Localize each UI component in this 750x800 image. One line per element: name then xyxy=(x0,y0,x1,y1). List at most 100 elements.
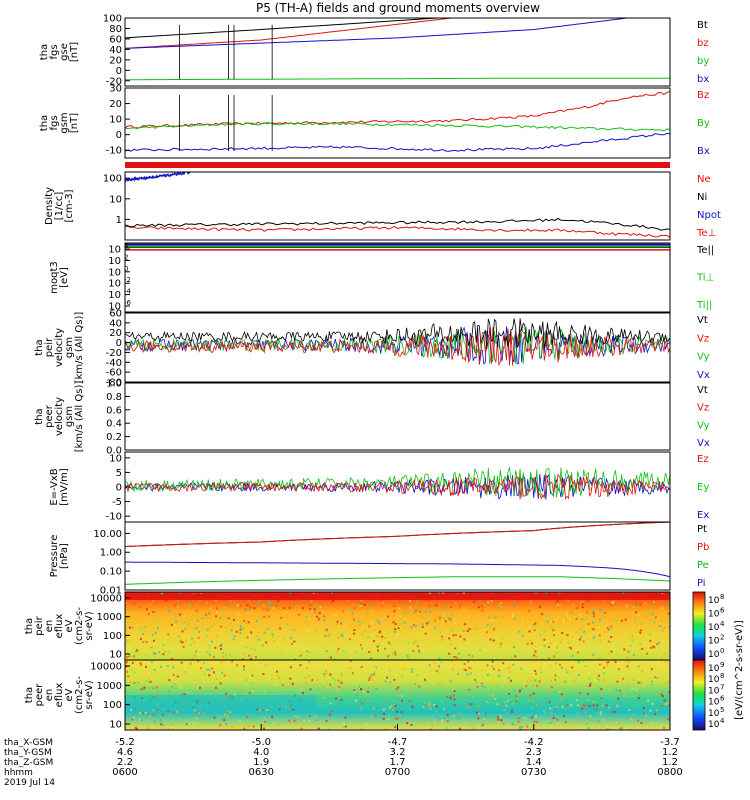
spectrogram-pixel xyxy=(410,626,413,629)
spectrogram-pixel xyxy=(396,697,399,700)
spectrogram-pixel xyxy=(526,705,529,708)
legend-entry-Vz: Vz xyxy=(697,403,709,414)
y-axis-label: fgs xyxy=(49,44,60,59)
spectrogram-pixel xyxy=(393,604,396,607)
spectrogram-pixel xyxy=(201,616,204,619)
spectrogram-pixel xyxy=(326,630,328,633)
spectrogram-pixel xyxy=(337,679,340,682)
panel-frame xyxy=(124,312,671,383)
spectrogram-pixel xyxy=(328,634,331,636)
spectrogram-pixel xyxy=(587,699,590,702)
spectrogram-pixel xyxy=(383,712,386,715)
spectrogram-pixel xyxy=(327,635,330,638)
spectrogram-pixel xyxy=(471,619,474,622)
spectrogram-pixel xyxy=(433,703,436,706)
spectrogram-pixel xyxy=(559,663,561,666)
spectrogram-pixel xyxy=(340,698,343,701)
series-Pe xyxy=(125,576,670,585)
spectrogram-pixel xyxy=(156,712,159,715)
spectrogram-pixel xyxy=(521,673,524,676)
y-tick-label: 1000 xyxy=(97,612,122,623)
spectrogram-pixel xyxy=(307,629,310,632)
x-tick-label: -4.7 xyxy=(388,737,408,748)
y-tick-label: -10 xyxy=(106,146,122,157)
spectrogram-pixel xyxy=(592,628,595,631)
spectrogram-pixel xyxy=(392,614,395,617)
spectrogram-pixel xyxy=(435,710,438,713)
spectrogram-pixel xyxy=(428,592,431,595)
spectrogram-pixel xyxy=(441,635,444,638)
spectrogram-pixel xyxy=(639,681,642,683)
spectrogram-pixel xyxy=(555,652,558,655)
spectrogram-pixel xyxy=(407,642,410,645)
spectrogram-pixel xyxy=(172,727,175,730)
spectrogram-pixel xyxy=(599,728,602,730)
spectrogram-pixel xyxy=(239,631,242,634)
x-tick-label: -5.2 xyxy=(115,737,135,748)
spectrogram-pixel xyxy=(225,676,228,679)
spectrogram-pixel xyxy=(404,601,407,604)
spectrogram-pixel xyxy=(477,717,480,720)
spectrogram-pixel xyxy=(559,703,562,706)
spectrogram-pixel xyxy=(533,629,536,632)
spectrogram-pixel xyxy=(560,666,563,669)
spectrogram-pixel xyxy=(429,657,432,660)
spectrogram-pixel xyxy=(412,642,415,645)
spectrogram-pixel xyxy=(490,683,493,686)
spectrogram-pixel xyxy=(650,722,652,725)
spectrogram-pixel xyxy=(329,673,332,676)
spectrogram-pixel xyxy=(132,609,135,612)
spectrogram-pixel xyxy=(126,670,129,673)
spectrogram-pixel xyxy=(632,606,635,608)
spectrogram-pixel xyxy=(226,710,229,713)
spectrogram-pixel xyxy=(288,719,291,722)
spectrogram-pixel xyxy=(396,694,399,697)
spectrogram-pixel xyxy=(317,727,320,730)
spectrogram-pixel xyxy=(303,677,306,679)
spectrogram-pixel xyxy=(567,615,569,618)
spectrogram-pixel xyxy=(433,662,436,665)
spectrogram-pixel xyxy=(152,687,155,690)
spectrogram-pixel xyxy=(393,678,396,681)
y-tick-label: 0.4 xyxy=(106,419,122,430)
spectrogram-pixel xyxy=(424,632,427,635)
spectrogram-pixel xyxy=(425,661,428,664)
spectrogram-pixel xyxy=(336,649,339,652)
spectrogram-pixel xyxy=(425,640,428,643)
spectrogram-pixel xyxy=(279,708,281,711)
spectrogram-pixel xyxy=(276,674,279,677)
spectrogram-pixel xyxy=(640,682,643,685)
spectrogram-pixel xyxy=(391,699,394,702)
spectrogram-pixel xyxy=(219,724,222,727)
y-axis-label: tha xyxy=(24,618,35,634)
spectrogram-pixel xyxy=(294,658,296,660)
spectrogram-pixel xyxy=(164,624,166,627)
spectrogram-pixel xyxy=(388,670,391,673)
spectrogram-pixel xyxy=(226,655,229,658)
colorbar-tick-label: 10 xyxy=(708,650,720,660)
y-axis-label: gsm xyxy=(59,112,70,133)
spectrogram-pixel xyxy=(427,705,430,708)
spectrogram-pixel xyxy=(138,718,141,721)
spectrogram-pixel xyxy=(300,688,303,691)
spectrogram-pixel xyxy=(438,621,441,624)
y-axis-label: [km/s (All Qs)] xyxy=(74,381,85,453)
spectrogram-pixel xyxy=(299,645,302,647)
spectrogram-pixel xyxy=(387,718,390,721)
spectrogram-pixel xyxy=(608,614,611,617)
y-axis-label: velocity xyxy=(54,328,65,367)
spectrogram-pixel xyxy=(360,604,363,607)
spectrogram-pixel xyxy=(656,677,659,680)
spectrogram-pixel xyxy=(552,679,555,682)
spectrogram-pixel xyxy=(299,654,302,657)
spectrogram-pixel xyxy=(302,692,304,694)
spectrogram-pixel xyxy=(581,602,584,605)
spectrogram-pixel xyxy=(147,612,150,615)
spectrogram-pixel xyxy=(183,651,186,654)
spectrogram-pixel xyxy=(498,721,501,724)
spectrogram-pixel xyxy=(453,618,456,621)
spectrogram-pixel xyxy=(635,602,638,605)
spectrogram-pixel xyxy=(383,630,386,633)
spectrogram-pixel xyxy=(237,672,240,675)
